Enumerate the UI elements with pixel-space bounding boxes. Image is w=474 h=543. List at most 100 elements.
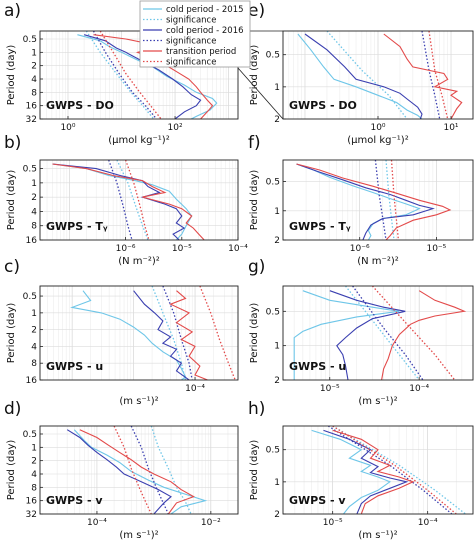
x-tick-label: 10⁻⁶ bbox=[116, 244, 136, 254]
x-tick-label: 10⁻⁶ bbox=[350, 244, 370, 254]
legend-label: significance bbox=[166, 58, 216, 68]
legend-label: cold period - 2015 bbox=[166, 5, 244, 15]
x-tick-label: 10⁻⁴ bbox=[418, 518, 438, 528]
series-line bbox=[421, 31, 441, 119]
y-tick-label: 4 bbox=[31, 75, 37, 85]
y-tick-label: 1 bbox=[274, 342, 280, 352]
series-line bbox=[73, 429, 208, 514]
x-tick-label: 10⁰ bbox=[370, 123, 385, 133]
axes-box bbox=[282, 425, 474, 515]
y-tick-label: 2 bbox=[274, 236, 280, 246]
y-tick-label: 1 bbox=[274, 83, 280, 93]
y-tick-label: 4 bbox=[31, 207, 37, 217]
series-line bbox=[151, 286, 187, 380]
x-axis-label: (m s⁻¹)² bbox=[358, 530, 397, 541]
y-tick-label: 4 bbox=[31, 470, 37, 480]
legend-label: significance bbox=[166, 16, 216, 26]
panel-h: 0.5 1 2 10⁻⁵ 10⁻⁴ (m s⁻¹)² Period (day) GWPS - … bbox=[248, 399, 474, 541]
axes-box bbox=[39, 159, 239, 241]
axes-box bbox=[39, 425, 239, 515]
x-axis-label: (N m⁻²)² bbox=[357, 256, 399, 267]
y-tick-label: 1 bbox=[31, 179, 37, 189]
series-line bbox=[66, 429, 172, 514]
panel-title: GWPS - Tᵧ bbox=[289, 220, 351, 233]
series-line bbox=[79, 429, 196, 514]
panel-title: GWPS - Tᵧ bbox=[46, 220, 108, 233]
panel-letter: e) bbox=[248, 1, 265, 21]
series-line bbox=[326, 31, 408, 119]
x-tick-label: 10⁻⁴ bbox=[228, 244, 248, 254]
axes-box bbox=[282, 159, 474, 241]
x-tick-label: 10⁻⁴ bbox=[409, 384, 429, 394]
y-tick-label: 32 bbox=[26, 510, 37, 520]
x-axis-label: (µmol kg⁻¹)² bbox=[108, 135, 169, 146]
series-line bbox=[150, 426, 192, 514]
series-line bbox=[130, 426, 169, 514]
series-line bbox=[297, 33, 423, 119]
x-tick-label: 10⁻⁵ bbox=[323, 518, 343, 528]
x-tick-label: 10⁻⁵ bbox=[172, 244, 192, 254]
x-axis-label: (µmol kg⁻¹)² bbox=[347, 135, 408, 146]
series-line bbox=[162, 286, 193, 380]
panel-letter: a) bbox=[4, 1, 21, 21]
y-tick-label: 0.5 bbox=[266, 307, 280, 317]
y-tick-label: 32 bbox=[26, 115, 37, 125]
y-tick-label: 0.5 bbox=[23, 165, 37, 175]
series-line bbox=[327, 426, 453, 514]
x-axis-label: (m s⁻¹)² bbox=[119, 396, 158, 407]
series-line bbox=[332, 426, 457, 514]
x-tick-label: 10⁻⁴ bbox=[185, 384, 205, 394]
panel-letter: g) bbox=[248, 257, 265, 277]
series-line bbox=[323, 429, 409, 514]
panel-title: GWPS - DO bbox=[46, 99, 114, 112]
x-axis-label: (N m⁻²)² bbox=[118, 256, 160, 267]
zoom-connector bbox=[237, 67, 284, 120]
series-line bbox=[385, 160, 395, 240]
y-tick-label: 1 bbox=[31, 48, 37, 58]
y-axis-label: Period (day) bbox=[6, 440, 17, 501]
series-line bbox=[116, 160, 149, 240]
y-tick-label: 2 bbox=[274, 115, 280, 125]
x-axis-label: (m s⁻¹)² bbox=[358, 396, 397, 407]
series-line bbox=[390, 160, 400, 240]
series-line bbox=[113, 426, 152, 514]
y-tick-label: 4 bbox=[31, 342, 37, 352]
series-line bbox=[296, 163, 421, 240]
y-tick-label: 0.5 bbox=[23, 430, 37, 440]
y-axis-label: Period (day) bbox=[249, 440, 260, 501]
panel-g: 0.5 1 2 10⁻⁵ 10⁻⁴ (m s⁻¹)² Period (day) GWPS - … bbox=[248, 257, 474, 407]
series-line bbox=[332, 429, 415, 514]
panel-title: GWPS - u bbox=[46, 360, 103, 373]
legend-label: cold period - 2016 bbox=[166, 26, 244, 36]
y-tick-label: 2 bbox=[31, 62, 37, 72]
x-axis-label: (m s⁻¹)² bbox=[119, 530, 158, 541]
x-tick-label: 10⁻⁴ bbox=[87, 518, 107, 528]
x-tick-label: 10⁻² bbox=[201, 518, 221, 528]
y-tick-label: 1 bbox=[31, 443, 37, 453]
series-line bbox=[85, 31, 155, 119]
x-tick-label: 10¹ bbox=[443, 123, 458, 133]
series-line bbox=[311, 429, 392, 514]
series-line bbox=[329, 290, 406, 380]
series-line bbox=[383, 33, 463, 119]
series-line bbox=[133, 290, 190, 380]
y-tick-label: 2 bbox=[274, 510, 280, 520]
series-line bbox=[352, 286, 424, 380]
series-line bbox=[83, 34, 202, 119]
y-tick-label: 16 bbox=[26, 236, 38, 246]
series-line bbox=[428, 31, 449, 119]
y-tick-label: 8 bbox=[31, 88, 37, 98]
y-axis-label: Period (day) bbox=[6, 45, 17, 106]
series-line bbox=[199, 286, 236, 380]
y-tick-label: 8 bbox=[31, 483, 37, 493]
x-tick-label: 10⁻⁵ bbox=[426, 244, 446, 254]
panel-letter: d) bbox=[4, 399, 21, 419]
y-axis-label: Period (day) bbox=[249, 170, 260, 231]
legend-box bbox=[139, 0, 251, 68]
series-line bbox=[52, 163, 193, 240]
y-tick-label: 2 bbox=[31, 193, 37, 203]
series-line bbox=[304, 33, 423, 119]
y-tick-label: 8 bbox=[31, 222, 37, 232]
series-line bbox=[332, 426, 466, 514]
